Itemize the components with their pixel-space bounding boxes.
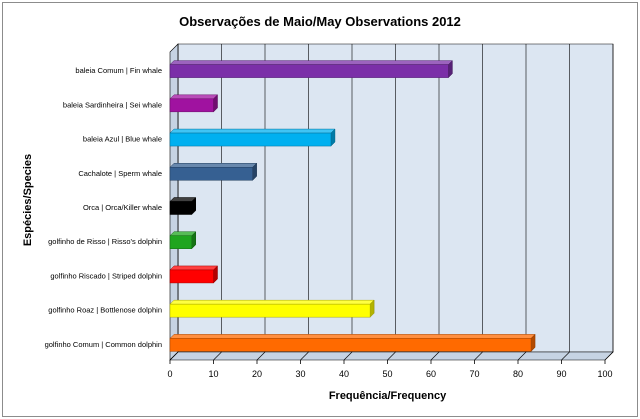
x-tick-label-5: 50 — [382, 369, 392, 379]
gridline-floor-2 — [256, 351, 266, 361]
bar-top-7 — [169, 299, 375, 305]
bar-top-1 — [169, 94, 219, 100]
gridline-floor-0 — [169, 351, 179, 361]
bar-top-6 — [169, 265, 219, 271]
y-tick-label-3: Cachalote | Sperm whale — [78, 169, 162, 178]
bar-7 — [169, 303, 371, 318]
bar-top-4 — [169, 197, 197, 202]
gridline-floor-8 — [517, 351, 527, 361]
y-tick-label-1: baleia Sardinheira | Sei whale — [63, 100, 162, 109]
bar-5 — [169, 235, 192, 249]
gridline-floor-10 — [604, 351, 614, 361]
bar-6 — [169, 269, 214, 284]
gridline-floor-5 — [387, 351, 396, 361]
bar-3 — [169, 167, 253, 181]
y-tick-label-7: golfinho Roaz | Bottlenose dolphin — [48, 306, 162, 315]
gridline-floor-6 — [430, 351, 440, 361]
bar-2 — [169, 132, 332, 147]
y-tick-label-2: baleia Azul | Blue whale — [83, 135, 162, 144]
bar-top-5 — [169, 231, 197, 236]
y-tick-label-4: Orca | Orca/Killer whale — [83, 203, 162, 212]
gridline-floor-1 — [213, 351, 222, 361]
x-tick-label-4: 40 — [339, 369, 349, 379]
x-tick-label-2: 20 — [252, 369, 262, 379]
bar-4 — [169, 201, 192, 215]
x-tick-label-8: 80 — [513, 369, 523, 379]
x-tick-label-3: 30 — [295, 369, 305, 379]
x-tick-label-10: 100 — [597, 369, 612, 379]
x-axis-label: Frequência/Frequency — [328, 390, 447, 402]
chart-title: Observações de Maio/May Observations 201… — [179, 14, 461, 29]
x-tick-label-7: 70 — [469, 369, 479, 379]
bar-1 — [169, 98, 214, 113]
gridline-floor-9 — [561, 351, 570, 361]
bar-top-2 — [169, 128, 336, 134]
x-tick-label-6: 60 — [426, 369, 436, 379]
x-tick-label-9: 90 — [556, 369, 566, 379]
x-tick-label-1: 10 — [208, 369, 218, 379]
bar-top-0 — [169, 60, 454, 65]
bar-0 — [169, 64, 449, 78]
y-tick-label-5: golfinho de Risso | Risso's dolphin — [48, 237, 162, 246]
gridline-floor-7 — [474, 351, 483, 361]
bar-8 — [169, 338, 532, 352]
gridline-floor-3 — [300, 351, 309, 361]
y-tick-label-0: baleia Comum | Fin whale — [75, 66, 162, 75]
gridline-floor-4 — [343, 351, 353, 361]
y-tick-label-6: golfinho Riscado | Striped dolphin — [50, 271, 162, 280]
bar-top-3 — [169, 163, 258, 168]
x-tick-label-0: 0 — [167, 369, 172, 379]
y-tick-label-8: golfinho Comum | Common dolphin — [45, 340, 162, 349]
bar-top-8 — [169, 334, 536, 339]
